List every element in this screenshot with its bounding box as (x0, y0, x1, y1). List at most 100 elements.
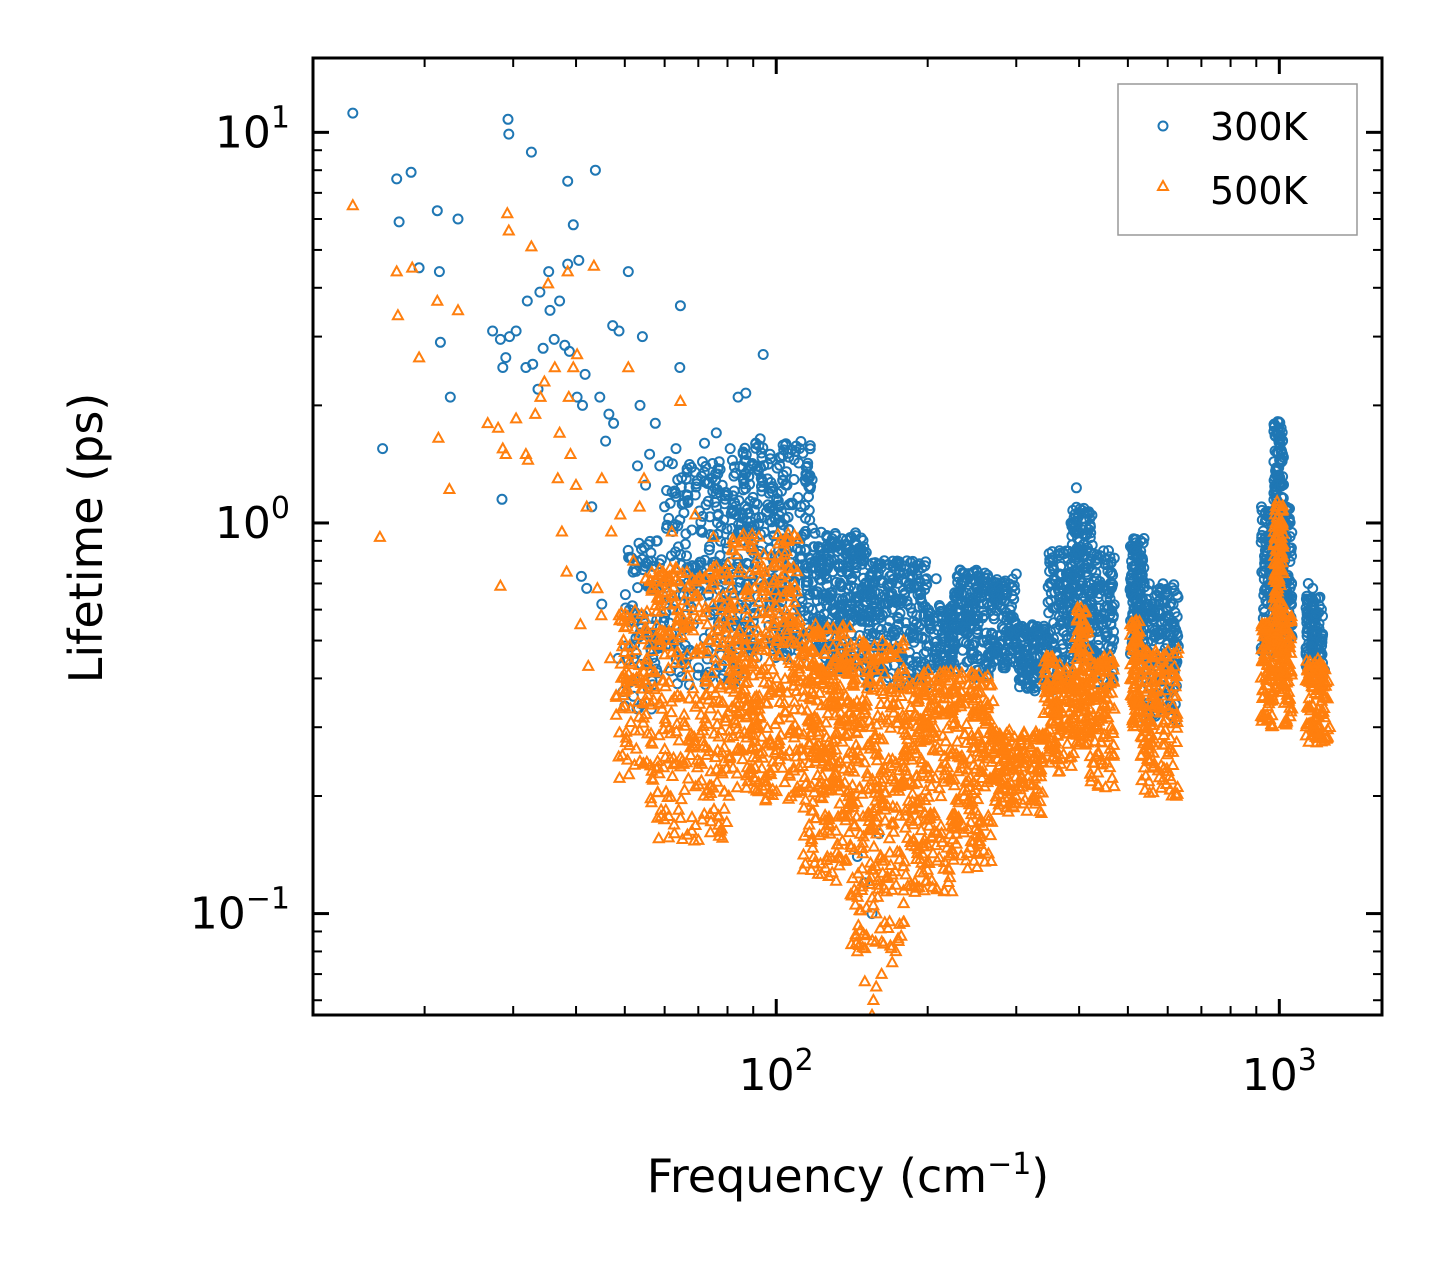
data-point-300k-1687 (1022, 663, 1034, 674)
data-point-300k-2366 (1143, 578, 1155, 590)
data-point-300k-158 (666, 458, 678, 470)
data-point-300k-2387 (1166, 582, 1178, 594)
data-point-300k-313 (728, 470, 740, 482)
data-point-300k-1208 (875, 574, 887, 586)
data-point-300k-1118 (877, 609, 888, 621)
data-point-300k-665 (764, 515, 776, 526)
data-point-300k-1558 (1006, 601, 1017, 612)
data-point-300k-347 (699, 476, 711, 487)
data-point-300k-348 (711, 501, 723, 513)
data-point-300k-931 (824, 541, 836, 553)
data-point-300k-1205 (916, 631, 928, 643)
data-point-300k-1185 (903, 578, 915, 589)
data-point-300k-2627 (1276, 479, 1287, 491)
data-point-300k-1104 (906, 607, 918, 619)
data-point-300k-1452 (958, 577, 970, 589)
data-point-300k-1559 (1008, 593, 1020, 605)
data-point-300k-2376 (1144, 611, 1156, 623)
data-point-300k-1808 (1057, 638, 1069, 650)
data-point-300k-1573 (993, 581, 1005, 593)
data-point-300k-2219 (1129, 581, 1140, 593)
data-point-300k-623 (799, 474, 811, 486)
data-point-300k-311 (694, 556, 706, 568)
data-point-300k-1292 (934, 644, 946, 655)
data-point-300k-2211 (1126, 555, 1138, 567)
data-point-300k-929 (855, 548, 867, 560)
data-point-300k-1412 (948, 657, 960, 669)
data-point-300k-1983 (1079, 562, 1091, 574)
data-point-300k-2637 (1277, 451, 1289, 463)
data-point-300k-1144 (897, 584, 909, 596)
data-point-300k-322 (711, 484, 723, 495)
data-point-300k-945 (845, 590, 857, 602)
data-point-300k-1284 (931, 655, 943, 666)
data-point-300k-1023 (913, 601, 925, 613)
data-point-300k-940 (844, 604, 856, 615)
data-point-300k-655 (805, 481, 817, 493)
data-point-300k-2379 (1142, 598, 1154, 610)
data-point-300k-1298 (924, 659, 936, 671)
data-point-300k-646 (790, 446, 801, 457)
data-point-300k-1577 (999, 589, 1011, 600)
data-point-300k-346 (725, 507, 737, 519)
data-point-300k-1979 (1065, 580, 1077, 592)
data-point-300k-100 (703, 589, 714, 601)
data-point-300k-1276 (944, 648, 956, 660)
data-point-300k-2041 (1093, 634, 1105, 646)
data-point-300k-2611 (1270, 465, 1282, 477)
data-point-300k-1578 (987, 635, 999, 647)
data-point-300k-476 (748, 504, 760, 516)
data-point-300k-1696 (1029, 672, 1041, 684)
data-point-300k-2364 (1160, 602, 1172, 614)
data-point-300k-851 (849, 611, 861, 623)
data-point-300k-2622 (1274, 481, 1285, 493)
data-point-300k-2084 (1099, 627, 1111, 639)
data-point-300k-1989 (1072, 546, 1084, 558)
data-point-300k-380 (771, 462, 783, 474)
data-point-300k-1422 (963, 639, 975, 651)
data-point-300k-1179 (913, 558, 925, 570)
data-point-300k-1553 (986, 648, 998, 660)
data-point-300k-2635 (1268, 487, 1280, 499)
data-point-300k-2625 (1276, 427, 1288, 438)
data-point-300k-2218 (1137, 537, 1149, 549)
data-point-300k-1197 (899, 589, 910, 601)
data-point-300k-2107 (1087, 582, 1098, 594)
data-point-300k-2088 (1108, 552, 1120, 564)
data-point-300k-624 (738, 472, 750, 484)
data-point-300k-51 (622, 544, 634, 556)
data-point-300k-1180 (892, 577, 904, 589)
data-point-300k-209 (701, 478, 713, 489)
data-point-300k-668 (780, 439, 792, 451)
data-point-300k-320 (675, 549, 687, 561)
data-point-300k-316 (679, 538, 691, 550)
data-point-300k-1186 (906, 630, 918, 642)
data-point-300k-1575 (1003, 627, 1015, 639)
data-point-300k-669 (748, 608, 760, 620)
data-point-300k-2207 (1129, 592, 1141, 604)
data-point-300k-2639 (1275, 432, 1287, 444)
data-point-300k-687 (785, 497, 797, 509)
data-point-300k-233 (715, 520, 727, 532)
data-point-300k-1566 (999, 584, 1011, 595)
data-point-300k-2083 (1102, 641, 1114, 653)
data-point-300k-1297 (928, 628, 940, 639)
data-point-300k-675 (764, 453, 776, 465)
data-point-300k-1458 (954, 597, 966, 609)
data-point-300k-1129 (869, 577, 881, 589)
data-point-300k-1807 (1055, 560, 1067, 572)
data-point-300k-331 (700, 499, 712, 511)
data-point-300k-930 (807, 587, 819, 599)
data-point-300k-273 (675, 481, 687, 493)
data-point-300k-274 (680, 473, 692, 485)
data-point-300k-1977 (1084, 507, 1095, 519)
data-point-300k-1576 (985, 604, 997, 616)
data-point-300k-342 (676, 671, 688, 683)
data-point-300k-1149 (902, 598, 913, 610)
data-point-300k-2634 (1271, 471, 1283, 482)
data-point-300k-2093 (1091, 558, 1103, 570)
data-point-300k-2369 (1147, 623, 1159, 635)
data-point-300k-1449 (979, 572, 990, 584)
data-point-300k-191 (721, 523, 733, 535)
data-point-300k-283 (680, 528, 692, 540)
